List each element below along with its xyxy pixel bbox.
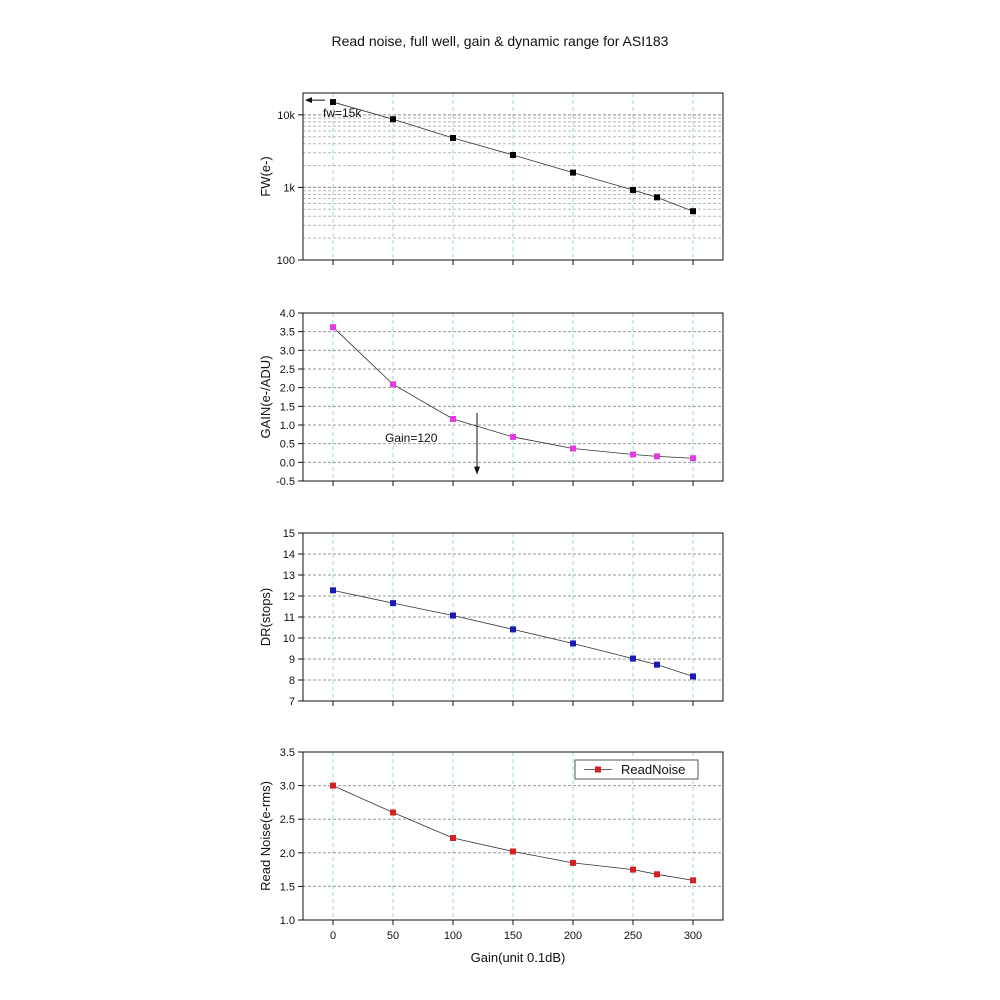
y-tick-label: 9 bbox=[289, 654, 295, 666]
rn-data-point bbox=[330, 782, 336, 789]
y-tick-label: 1.0 bbox=[280, 420, 295, 432]
legend-label: ReadNoise bbox=[621, 762, 685, 777]
y-tick-label: 14 bbox=[283, 549, 295, 561]
rn-series-line bbox=[332, 785, 694, 881]
legend-marker bbox=[595, 766, 601, 773]
dr-data-point bbox=[330, 587, 336, 594]
dr-data-point bbox=[654, 661, 660, 668]
fw-annotation-label: fw=15k bbox=[323, 106, 362, 120]
y-tick-label: 12 bbox=[283, 591, 295, 603]
x-tick-label: 50 bbox=[387, 930, 399, 942]
x-tick-label: 100 bbox=[444, 930, 462, 942]
fw-series-line bbox=[332, 101, 694, 212]
y-tick-label: -0.5 bbox=[276, 476, 295, 488]
rn-data-point bbox=[570, 859, 576, 866]
dr-data-point bbox=[390, 600, 396, 607]
gain-data-point bbox=[690, 455, 696, 462]
rn-data-point bbox=[630, 866, 636, 873]
y-tick-label: 10k bbox=[277, 110, 295, 122]
y-tick-label: 2.0 bbox=[280, 383, 295, 395]
y-tick-label: 1.5 bbox=[280, 881, 295, 893]
dr-panel: 7 8 9 10 11 12 13 14 15 DR(stops) bbox=[258, 528, 724, 708]
y-tick-label: 3.0 bbox=[280, 781, 295, 793]
fw-panel: 100 1k 10k FW(e-) fw=15k bbox=[258, 92, 724, 267]
y-tick-label: 2.5 bbox=[280, 814, 295, 826]
rn-data-point bbox=[654, 871, 660, 878]
y-tick-label: 0.5 bbox=[280, 439, 295, 451]
y-tick-label: 1.5 bbox=[280, 401, 295, 413]
x-tick-label: 150 bbox=[504, 930, 522, 942]
y-axis-label: FW(e-) bbox=[258, 156, 273, 196]
y-axis-label: DR(stops) bbox=[258, 588, 273, 647]
fw-data-point bbox=[510, 151, 516, 158]
y-tick-label: 15 bbox=[283, 528, 295, 540]
legend: ReadNoise bbox=[574, 759, 699, 780]
fw-data-point bbox=[390, 116, 396, 123]
legend-box bbox=[574, 759, 699, 780]
y-tick-label: 10 bbox=[283, 633, 295, 645]
y-tick-label: 8 bbox=[289, 675, 295, 687]
fw-data-point bbox=[450, 134, 456, 141]
dr-series-line bbox=[332, 589, 694, 677]
y-tick-label: 7 bbox=[289, 696, 295, 708]
gain-data-point bbox=[510, 433, 516, 440]
chart-panels: 1001k10kFW(e-)fw=15k-0.50.00.51.01.52.02… bbox=[258, 92, 724, 965]
rn-data-point bbox=[510, 848, 516, 855]
x-tick-label: 0 bbox=[330, 930, 336, 942]
dr-data-point bbox=[570, 640, 576, 647]
y-tick-label: 3.5 bbox=[280, 747, 295, 759]
y-tick-label: 1.0 bbox=[280, 915, 295, 927]
gain-data-point bbox=[450, 416, 456, 423]
dr-data-point bbox=[630, 655, 636, 662]
y-tick-label: 1k bbox=[283, 182, 295, 194]
chart-title: Read noise, full well, gain & dynamic ra… bbox=[331, 33, 669, 49]
fw-data-point bbox=[330, 99, 336, 106]
y-tick-label: 2.5 bbox=[280, 364, 295, 376]
y-tick-label: 3.5 bbox=[280, 327, 295, 339]
fw-arrow-head bbox=[305, 97, 312, 104]
x-tick-label: 200 bbox=[564, 930, 582, 942]
dr-data-point bbox=[450, 612, 456, 619]
y-tick-label: 11 bbox=[284, 612, 295, 624]
fw-data-point bbox=[654, 194, 660, 201]
rn-data-point bbox=[690, 877, 696, 884]
y-tick-label: 0.0 bbox=[280, 457, 295, 469]
gain-series-line bbox=[332, 326, 694, 459]
y-axis-label: Read Noise(e-rms) bbox=[258, 781, 273, 891]
x-axis-label: Gain(unit 0.1dB) bbox=[471, 950, 566, 965]
y-tick-label: 2.0 bbox=[280, 848, 295, 860]
gain-data-point bbox=[654, 453, 660, 460]
x-tick-label: 250 bbox=[624, 930, 642, 942]
gain-data-point bbox=[390, 381, 396, 388]
y-tick-label: 13 bbox=[283, 570, 295, 582]
fw-data-point bbox=[690, 208, 696, 215]
gain-data-point bbox=[570, 445, 576, 452]
dr-data-point bbox=[690, 673, 696, 680]
rn-panel: 1.0 1.5 2.0 2.5 3.0 3.5 Read Noise(e-rms) ReadN… bbox=[258, 747, 724, 965]
gain-arrow-head bbox=[474, 466, 480, 475]
rn-data-point bbox=[390, 809, 396, 816]
rn-data-point bbox=[450, 835, 456, 842]
gain-annotation-label: Gain=120 bbox=[385, 431, 438, 445]
gain-data-point bbox=[330, 324, 336, 331]
fw-data-point bbox=[630, 187, 636, 194]
x-tick-label: 300 bbox=[684, 930, 702, 942]
gain-data-point bbox=[630, 451, 636, 458]
y-tick-label: 3.0 bbox=[280, 345, 295, 357]
y-tick-label: 4.0 bbox=[280, 308, 295, 320]
gain-panel: -0.5 0.0 0.5 1.0 1.5 2.0 2.5 3.0 3.5 4.0 GAIN(e-/A… bbox=[258, 308, 724, 488]
dr-data-point bbox=[510, 626, 516, 633]
y-axis-label: GAIN(e-/ADU) bbox=[258, 355, 273, 438]
y-tick-label: 100 bbox=[277, 255, 295, 267]
fw-data-point bbox=[570, 169, 576, 176]
